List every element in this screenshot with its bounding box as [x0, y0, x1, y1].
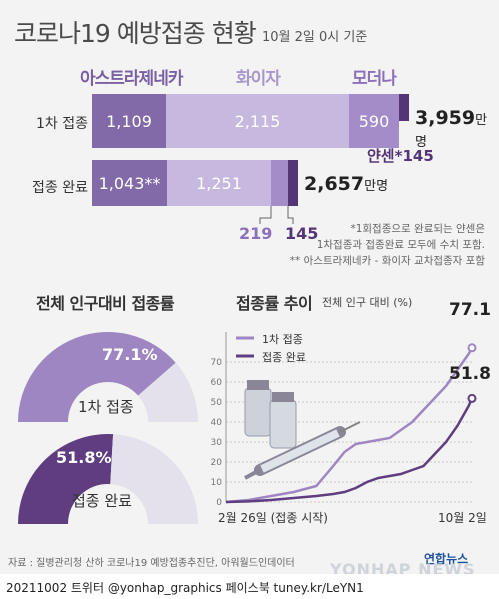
donut-filled-0: [18, 332, 176, 422]
bar-first-janssen: [399, 94, 409, 121]
row-label-complete: 접종 완료: [32, 180, 88, 196]
label-pfizer: 화이자: [236, 69, 281, 89]
y-tick-label: 0: [216, 498, 222, 508]
series-end-point-1: [467, 393, 477, 403]
donut-first-value: 77.1%: [102, 345, 158, 364]
bar-complete-pfizer: 1,251: [167, 160, 271, 206]
y-tick-label: 70: [211, 358, 223, 368]
footnotes: *1회접종으로 완료되는 얀센은 1차접종과 접종완료 모두에 수치 포함. *…: [289, 223, 485, 267]
donut-section-title: 전체 인구대비 접종률: [36, 294, 175, 313]
y-tick-label: 50: [211, 398, 223, 408]
donut-rest-1: [110, 434, 198, 524]
legend-first-label: 1차 접종: [262, 333, 303, 346]
label-janssen: 얀센*145: [367, 147, 434, 165]
page-subtitle: 10월 2일 0시 기준: [262, 30, 368, 45]
footer-bar: [0, 574, 499, 599]
end-label-first: 77.1: [449, 300, 491, 320]
bar-first-astrazeneca: 1,109: [92, 94, 166, 148]
legend-complete-label: 접종 완료: [262, 351, 306, 364]
x-label-start: 2월 26일 (접종 시작): [218, 511, 328, 525]
series-line-1: [225, 397, 474, 504]
total-complete: 2,657만명: [304, 173, 389, 195]
footer-text: 20211002 트위터 @yonhap_graphics 페이스북 tuney…: [6, 581, 364, 595]
donut-complete-value: 51.8%: [56, 448, 112, 467]
bar-first-pfizer: 2,115: [166, 94, 349, 148]
trend-chart: 0 10 20 30 40 50 60 70: [211, 332, 477, 508]
page-title: 코로나19 예방접종 현황: [14, 19, 257, 48]
brand-logo: 연합뉴스: [424, 552, 469, 566]
source-note: 자료 : 질병관리청 산하 코로나19 예방접종추진단, 아워월드인데이터: [8, 558, 295, 569]
series-end-point-0: [467, 343, 477, 353]
bar-complete-moderna: [271, 160, 288, 206]
end-label-complete: 51.8: [449, 364, 491, 384]
donut-charts: [18, 332, 198, 524]
bar-first-moderna: 590: [349, 94, 399, 148]
label-complete-moderna: 219: [239, 224, 273, 243]
row-label-first: 1차 접종: [36, 116, 88, 132]
y-tick-label: 20: [211, 458, 223, 468]
bar-complete-astrazeneca: 1,043**: [92, 160, 167, 206]
label-complete-janssen: 145: [285, 224, 319, 243]
total-first: 3,959만명: [415, 107, 488, 150]
value-connectors: [259, 206, 294, 224]
donut-rest-0: [138, 362, 198, 422]
bar-complete-janssen: [288, 160, 298, 206]
x-label-end: 10월 2일: [438, 511, 487, 525]
vaccine-illustration-icon: [244, 380, 361, 480]
y-tick-label: 60: [211, 378, 223, 388]
donut-complete-label: 접종 완료: [72, 492, 132, 510]
label-moderna: 모더나: [352, 69, 397, 89]
y-tick-label: 40: [211, 418, 223, 428]
y-tick-label: 10: [211, 478, 223, 488]
series-line-0: [225, 347, 474, 504]
donut-filled-1: [18, 434, 114, 524]
y-tick-label: 30: [211, 438, 223, 448]
trend-subtitle: 전체 인구 대비 (%): [322, 296, 413, 309]
trend-legend: [236, 336, 254, 358]
donut-first-label: 1차 접종: [78, 398, 134, 416]
label-astrazeneca: 아스트라제네카: [80, 69, 183, 89]
trend-title: 접종률 추이: [236, 294, 313, 313]
